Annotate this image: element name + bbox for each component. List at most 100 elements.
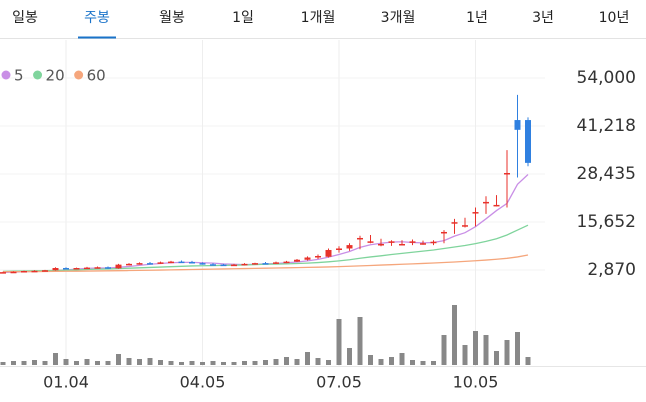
volume-bar — [74, 361, 79, 365]
candle-body — [346, 245, 353, 249]
volume-bar — [263, 360, 268, 365]
volume-bar — [231, 362, 237, 365]
candle-body — [273, 262, 279, 264]
tab[interactable]: 월봉 — [159, 10, 185, 26]
tab[interactable]: 1일 — [232, 10, 254, 26]
volume-bar — [504, 340, 510, 365]
volume-bar — [189, 361, 195, 365]
ma-line — [2, 254, 529, 273]
candle-body — [147, 263, 153, 265]
volume-bar — [84, 359, 90, 365]
volume-bar — [284, 357, 289, 365]
volume-bar — [32, 360, 37, 365]
volume-bar — [368, 355, 373, 365]
volume-bar — [200, 362, 205, 365]
y-tick-label: 41,218 — [577, 116, 636, 136]
candle-body — [42, 270, 48, 272]
x-tick-label: 07.05 — [316, 373, 362, 392]
y-tick-label: 15,652 — [577, 212, 636, 232]
volume-bar — [63, 359, 69, 365]
tab[interactable]: 3개월 — [381, 10, 416, 26]
x-tick-label: 04.05 — [180, 373, 226, 392]
volume-bar — [294, 359, 300, 365]
candle-body — [63, 268, 69, 270]
tab[interactable]: 3년 — [532, 10, 554, 26]
candle-body — [10, 271, 17, 274]
volume-bar — [410, 360, 415, 365]
legend-dot — [33, 70, 43, 80]
x-tick-label: 01.04 — [43, 373, 89, 392]
volume-bar — [11, 361, 16, 365]
candle-body — [73, 268, 80, 270]
volume-bar — [357, 317, 363, 365]
volume-bar — [242, 361, 247, 365]
volume-bar — [315, 358, 321, 365]
y-tick-label: 28,435 — [577, 164, 636, 184]
candle-body — [399, 243, 405, 246]
candle-body — [262, 263, 269, 265]
candle-body — [514, 120, 521, 130]
volume-bar — [525, 357, 531, 365]
candle-body — [168, 261, 174, 264]
candle-body — [294, 259, 300, 262]
candle-body — [136, 263, 143, 265]
tab[interactable]: 주봉 — [84, 10, 110, 26]
candle-body — [210, 264, 216, 266]
candle-body — [105, 267, 111, 269]
volume-bar — [105, 361, 111, 365]
volume-bar — [273, 359, 279, 365]
candle-body — [367, 241, 374, 243]
candle-body — [430, 241, 437, 244]
volume-bar — [336, 319, 342, 365]
volume-bar — [168, 361, 174, 365]
volume-bar — [210, 361, 216, 365]
tab[interactable]: 1개월 — [301, 10, 336, 26]
volume-bar — [347, 348, 352, 365]
volume-bar — [116, 354, 121, 365]
volume-bar — [158, 360, 163, 365]
volume-bar — [326, 360, 331, 365]
candle-body — [472, 212, 479, 214]
candle-body — [283, 261, 290, 264]
y-tick-label: 2,870 — [587, 260, 636, 280]
candle-body — [483, 201, 489, 204]
volume-bar — [221, 362, 226, 365]
volume-bar — [452, 305, 457, 365]
volume-bar — [147, 358, 153, 365]
volume-bar — [179, 362, 184, 365]
volume-bar — [378, 359, 384, 365]
candle-body — [493, 204, 500, 207]
tab[interactable]: 1년 — [466, 10, 488, 26]
legend-label: 20 — [46, 67, 65, 85]
tab[interactable]: 일봉 — [12, 10, 38, 26]
candle-body — [241, 263, 248, 266]
legend-label: 5 — [14, 67, 24, 85]
volume-bar — [431, 361, 436, 365]
candle-body — [126, 263, 132, 266]
tab[interactable]: 10년 — [599, 10, 630, 26]
volume-bar — [0, 362, 6, 365]
candle-body — [315, 255, 321, 258]
ma-line — [2, 174, 529, 274]
candle-body — [357, 237, 363, 240]
legend-dot — [1, 70, 11, 80]
volume-bar — [473, 331, 478, 365]
volume-bar — [252, 361, 258, 365]
volume-bar — [137, 359, 142, 365]
volume-bar — [53, 353, 58, 365]
volume-bar — [399, 353, 405, 365]
candle-body — [462, 225, 468, 227]
candle-body — [52, 268, 59, 271]
volume-bar — [95, 361, 100, 365]
candle-body — [21, 271, 27, 273]
candle-body — [31, 270, 38, 273]
candle-body — [189, 262, 195, 264]
legend-dot — [74, 70, 84, 80]
candle-body — [325, 249, 332, 257]
candle-body — [157, 262, 164, 264]
candle-body — [304, 257, 311, 260]
candle-body — [94, 267, 101, 269]
volume-bar — [42, 361, 48, 365]
volume-bar — [483, 335, 489, 365]
